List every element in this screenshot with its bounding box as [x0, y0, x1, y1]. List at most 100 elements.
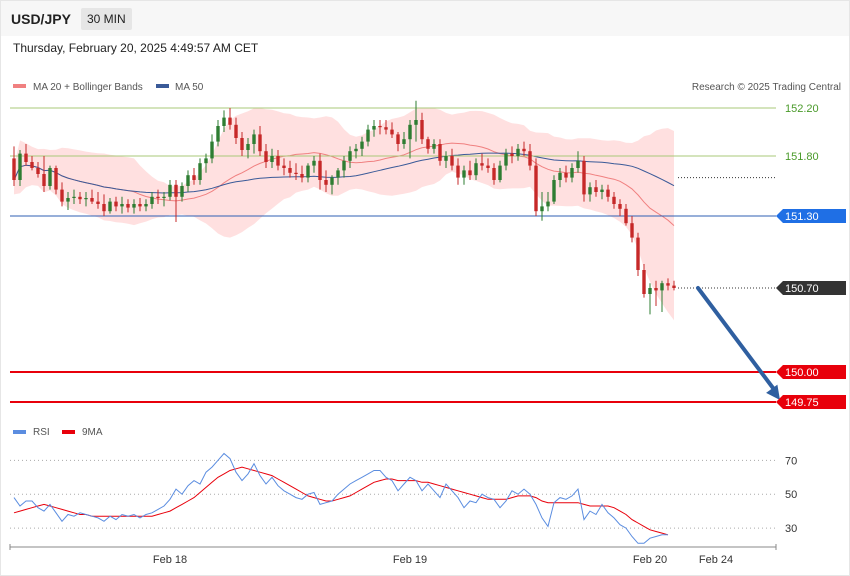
candle	[618, 199, 622, 216]
candle	[30, 156, 34, 171]
candle	[516, 144, 520, 161]
ma20-legend-swatch	[13, 84, 26, 88]
candle	[168, 180, 172, 201]
level-label-152.20: 152.20	[785, 103, 819, 115]
rsi-tick-label-30: 30	[785, 523, 797, 535]
candle	[450, 148, 454, 171]
candle	[576, 151, 580, 173]
rsi-legend-label: RSI	[33, 427, 50, 438]
candle	[594, 180, 598, 197]
candle	[264, 144, 268, 168]
candle	[174, 180, 178, 222]
candle	[408, 120, 412, 159]
candle	[426, 136, 430, 154]
bollinger-band-layer	[14, 108, 674, 321]
candle	[672, 280, 676, 291]
candle	[84, 192, 88, 207]
candle	[522, 141, 526, 156]
candle	[474, 158, 478, 180]
candle	[498, 160, 502, 183]
rsi-panel-layer: 70 50 30	[10, 452, 797, 544]
candle	[420, 112, 424, 144]
rsi-tick-label-50: 50	[785, 489, 797, 501]
level-tag-151.30	[776, 209, 846, 223]
candlestick-layer	[12, 100, 676, 315]
datetime-label: Thursday, February 20, 2025 4:49:57 AM C…	[13, 41, 259, 55]
candle	[60, 182, 64, 207]
candle	[306, 163, 310, 183]
candle	[456, 158, 460, 185]
level-tag-150.00	[776, 365, 846, 379]
candle	[624, 204, 628, 226]
forecast-arrow-layer	[696, 286, 780, 400]
level-label-151.80: 151.80	[785, 151, 819, 163]
candle	[198, 158, 202, 185]
candle	[12, 146, 16, 186]
candle	[462, 165, 466, 185]
ma20-legend-label: MA 20 + Bollinger Bands	[33, 82, 143, 93]
rsi-ma-legend-label: 9MA	[82, 427, 103, 438]
candle	[648, 283, 652, 315]
candle	[150, 192, 154, 209]
level-tag-149.75	[776, 395, 846, 409]
candle	[540, 192, 544, 221]
timeframe-badge[interactable]: 30 MIN	[81, 8, 132, 30]
candle	[42, 156, 46, 192]
level-label-150.00: 150.00	[785, 367, 819, 379]
candle	[276, 150, 280, 171]
candle	[582, 156, 586, 202]
candle	[564, 165, 568, 183]
candle	[222, 110, 226, 132]
rsi-ma-legend-swatch	[62, 430, 75, 434]
candle	[372, 120, 376, 137]
candle	[78, 192, 82, 204]
candle	[240, 132, 244, 156]
candle	[312, 156, 316, 173]
candle	[120, 196, 124, 214]
candle	[288, 160, 292, 178]
x-axis-layer: Feb 18 Feb 19 Feb 20 Feb 24	[9, 544, 777, 566]
ma50-legend-label: MA 50	[175, 82, 204, 93]
candle	[108, 198, 112, 214]
candle	[54, 165, 58, 195]
price-tag-layer: 152.20 151.80 151.30 150.70 150.00 149.75	[776, 103, 846, 409]
level-label-151.30: 151.30	[785, 211, 819, 223]
candle	[636, 232, 640, 276]
level-label-150.70: 150.70	[785, 283, 819, 295]
candle	[492, 163, 496, 185]
candle	[528, 144, 532, 171]
x-tick-label: Feb 19	[393, 554, 427, 566]
candle	[138, 198, 142, 212]
candle	[378, 120, 382, 135]
candle	[72, 189, 76, 204]
candle	[432, 139, 436, 154]
candle	[546, 192, 550, 212]
candle	[282, 158, 286, 176]
candle	[102, 194, 106, 216]
candle	[342, 156, 346, 178]
candle	[330, 175, 334, 195]
candle	[534, 158, 538, 216]
rsi-ma-line	[13, 466, 669, 536]
candle	[324, 170, 328, 192]
rsi-tick-label-70: 70	[785, 455, 797, 467]
candle	[162, 192, 166, 207]
symbol-title: USD/JPY	[11, 11, 71, 27]
candle	[654, 280, 658, 306]
candle	[558, 168, 562, 188]
price-level-layer	[10, 107, 776, 403]
candle	[438, 139, 442, 166]
candle	[414, 100, 418, 142]
bollinger-band-area	[14, 108, 674, 321]
x-tick-label: Feb 24	[699, 554, 733, 566]
candle	[612, 192, 616, 209]
candle	[390, 122, 394, 138]
candle	[246, 138, 250, 159]
candle	[354, 144, 358, 159]
candle	[366, 124, 370, 147]
ma50-legend-swatch	[156, 84, 169, 88]
candle	[630, 216, 634, 243]
candle	[348, 146, 352, 168]
candle	[144, 199, 148, 212]
candle	[192, 168, 196, 185]
